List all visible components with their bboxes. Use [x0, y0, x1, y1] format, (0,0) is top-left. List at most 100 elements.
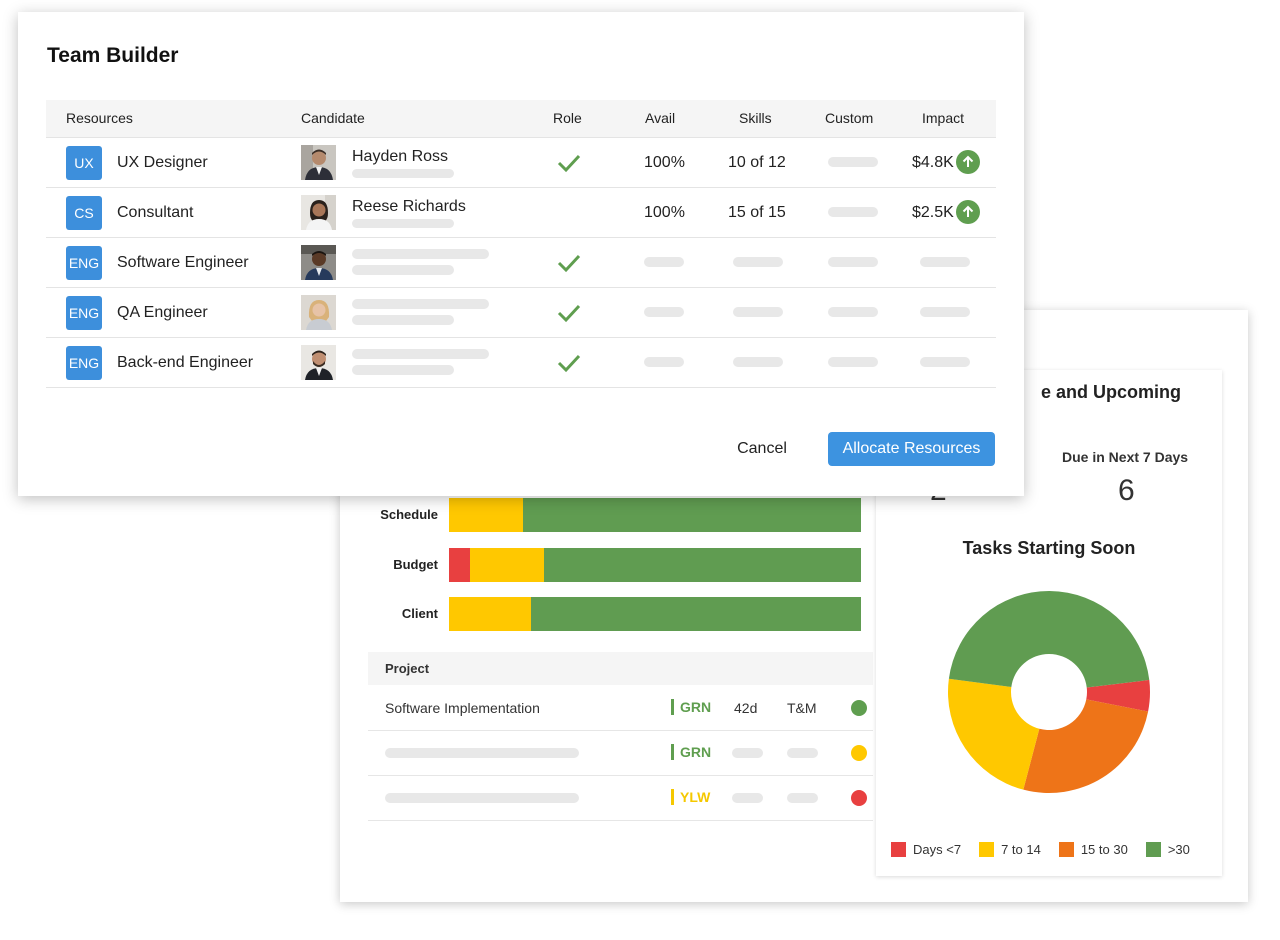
panel-title: e and Upcoming — [1041, 382, 1182, 402]
overdue-upcoming-panel: e and Upcoming Due in Next 7 Days 6 2 Ta… — [876, 370, 1222, 876]
chart-legend: Days <7 7 to 14 15 to 30 >30 — [891, 842, 1208, 857]
health-bar — [449, 548, 861, 582]
arrow-up-icon — [956, 200, 980, 224]
table-row[interactable]: ENG Back-end Engineer — [46, 338, 996, 388]
avatar — [301, 145, 336, 180]
health-segment — [449, 548, 470, 582]
candidate-name-placeholder — [352, 249, 489, 259]
health-label: Schedule — [380, 507, 438, 522]
resource-badge: ENG — [66, 246, 102, 280]
tasks-donut-chart — [948, 590, 1150, 793]
duration-placeholder — [732, 748, 763, 758]
legend-item: 7 to 14 — [979, 842, 1041, 857]
project-row[interactable]: GRN — [368, 731, 873, 776]
donut-slice — [1086, 679, 1150, 712]
table-row[interactable]: UX UX Designer Hayden Ross 100% 10 of 12… — [46, 138, 996, 188]
skills-value: 15 of 15 — [728, 204, 786, 221]
resource-name: Back-end Engineer — [117, 354, 254, 371]
resource-name: Software Engineer — [117, 254, 249, 271]
avail-value: 100% — [644, 154, 685, 171]
resource-name: UX Designer — [117, 154, 208, 171]
legend-swatch — [979, 842, 995, 857]
health-row-client: Client — [368, 597, 868, 631]
candidate-detail-placeholder — [352, 365, 454, 375]
table-row[interactable]: CS Consultant Reese Richards 100% 15 of … — [46, 188, 996, 238]
skills-placeholder — [733, 357, 783, 367]
column-header-impact: Impact — [922, 110, 965, 126]
health-segment — [469, 548, 544, 582]
team-builder-modal: Team Builder Resources Candidate Role Av… — [18, 12, 1024, 496]
custom-placeholder — [828, 157, 878, 167]
avail-value: 100% — [644, 204, 685, 221]
avatar — [301, 295, 336, 330]
skills-placeholder — [733, 257, 783, 267]
legend-swatch — [1058, 842, 1074, 857]
impact-value: $2.5K — [912, 204, 954, 221]
status-dot — [851, 790, 867, 806]
custom-placeholder — [828, 357, 878, 367]
project-row[interactable]: YLW — [368, 776, 873, 821]
donut-slice — [948, 590, 1150, 688]
column-header-candidate: Candidate — [301, 110, 365, 126]
legend-swatch — [891, 842, 906, 857]
impact-placeholder — [920, 257, 970, 267]
project-row[interactable]: Software Implementation GRN 42d T&M — [368, 686, 873, 731]
legend-item: >30 — [1145, 842, 1190, 857]
column-header-role: Role — [553, 110, 582, 126]
resource-badge: ENG — [66, 346, 102, 380]
allocate-resources-button[interactable]: Allocate Resources — [828, 432, 995, 466]
table-row[interactable]: ENG QA Engineer — [46, 288, 996, 338]
project-table-header: Project — [368, 652, 873, 685]
tasks-chart-title: Tasks Starting Soon — [962, 538, 1136, 558]
legend-label: >30 — [1167, 842, 1190, 857]
health-label: Budget — [393, 557, 438, 572]
health-segment — [449, 498, 524, 532]
health-label: Client — [401, 606, 438, 621]
avail-placeholder — [644, 357, 684, 367]
legend-label: Days <7 — [913, 842, 962, 857]
avatar — [301, 245, 336, 280]
resource-name: QA Engineer — [117, 304, 208, 321]
donut-slice — [1023, 699, 1149, 793]
arrow-up-icon — [956, 150, 980, 174]
skills-value: 10 of 12 — [728, 154, 786, 171]
health-row-budget: Budget — [368, 548, 868, 582]
avail-placeholder — [644, 307, 684, 317]
legend-item: 15 to 30 — [1058, 842, 1128, 857]
due-next-7-days-label: Due in Next 7 Days — [1062, 449, 1189, 465]
candidate-name: Reese Richards — [352, 198, 466, 215]
avail-placeholder — [644, 257, 684, 267]
resource-badge: UX — [66, 146, 102, 180]
health-row-schedule: Schedule — [368, 498, 868, 532]
health-segment — [543, 548, 861, 582]
table-row[interactable]: ENG Software Engineer — [46, 238, 996, 288]
project-duration: 42d — [734, 700, 758, 716]
status-badge: GRN — [671, 699, 711, 715]
candidate-detail-placeholder — [352, 169, 454, 178]
column-header-resources: Resources — [66, 110, 133, 126]
impact-placeholder — [920, 307, 970, 317]
legend-item: Days <7 — [891, 842, 961, 857]
name-placeholder — [385, 793, 579, 803]
candidate-name-placeholder — [352, 349, 489, 359]
resource-badge: CS — [66, 196, 102, 230]
health-bar — [449, 597, 861, 631]
project-type: T&M — [787, 700, 817, 716]
health-segment — [523, 498, 861, 532]
status-dot — [851, 700, 867, 716]
status-badge: GRN — [671, 744, 711, 760]
skills-placeholder — [733, 307, 783, 317]
health-bar — [449, 498, 861, 532]
candidate-detail-placeholder — [352, 265, 454, 275]
candidate-detail-placeholder — [352, 315, 454, 325]
check-icon — [557, 254, 581, 273]
due-next-7-days-value: 6 — [1118, 474, 1135, 507]
status-dot — [851, 745, 867, 761]
cancel-button[interactable]: Cancel — [737, 440, 787, 457]
legend-label: 15 to 30 — [1080, 842, 1128, 857]
column-header-skills: Skills — [739, 110, 772, 126]
custom-placeholder — [828, 307, 878, 317]
candidate-name: Hayden Ross — [352, 148, 449, 165]
impact-placeholder — [920, 357, 970, 367]
type-placeholder — [787, 793, 818, 803]
